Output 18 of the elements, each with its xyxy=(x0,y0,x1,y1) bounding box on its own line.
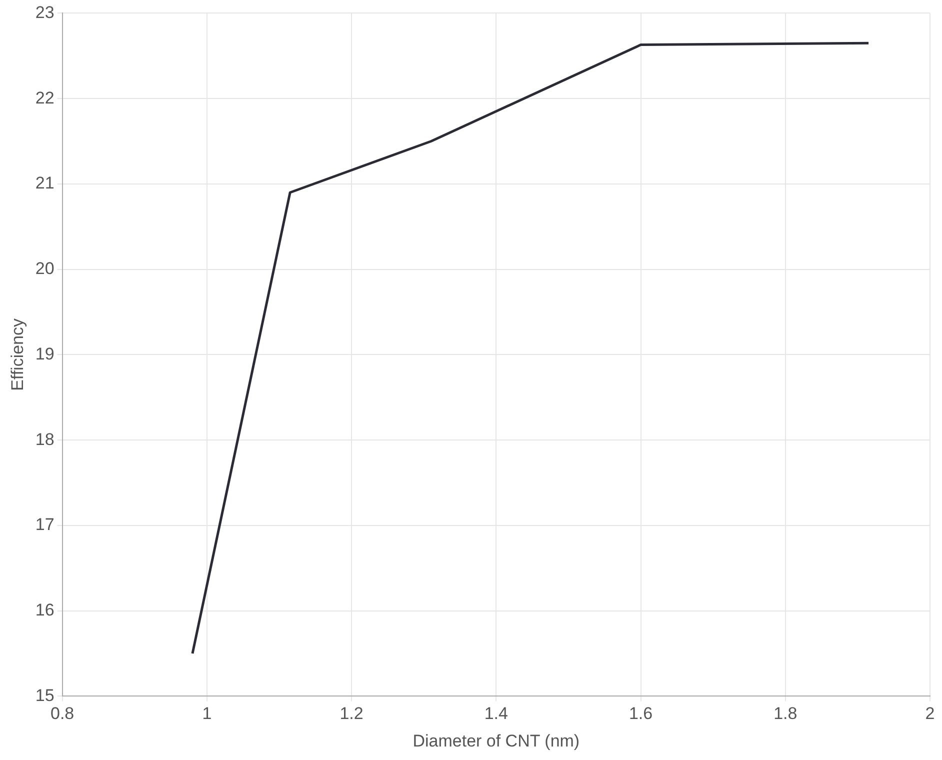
y-tick-label: 16 xyxy=(35,600,54,620)
y-axis-title: Efficiency xyxy=(8,318,27,391)
y-tick-label: 18 xyxy=(35,430,54,449)
x-tick-label: 1.4 xyxy=(484,704,508,724)
y-tick-label: 20 xyxy=(35,259,54,278)
y-tick-label: 21 xyxy=(35,174,54,193)
y-tick-label: 15 xyxy=(35,686,54,705)
y-tick-label: 22 xyxy=(35,88,54,108)
x-tick-label: 2 xyxy=(925,704,935,724)
x-tick-label: 1.6 xyxy=(628,704,653,724)
y-tick-label: 19 xyxy=(35,344,54,364)
x-tick-label: 0.8 xyxy=(50,704,74,724)
x-axis-title: Diameter of CNT (nm) xyxy=(412,731,580,750)
x-tick-label: 1.2 xyxy=(340,704,364,724)
y-tick-label: 23 xyxy=(35,2,54,22)
x-tick-label: 1.8 xyxy=(774,704,798,724)
x-tick-label: 1 xyxy=(202,704,212,724)
y-tick-label: 17 xyxy=(35,515,54,534)
